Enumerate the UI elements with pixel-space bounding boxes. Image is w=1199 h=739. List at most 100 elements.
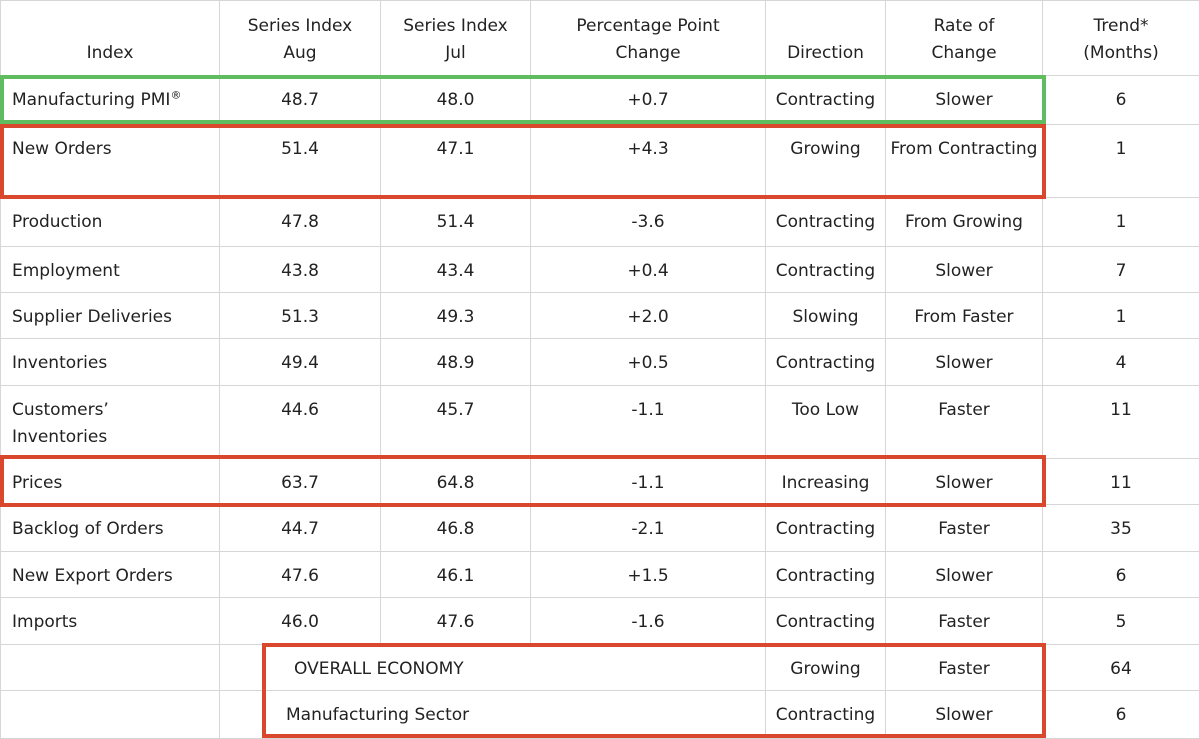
header-direction: Direction [766,1,886,76]
row-trend: 4 [1043,339,1199,386]
summary-direction: Contracting [766,691,886,739]
row-trend: 35 [1043,505,1199,552]
row-direction: Growing [766,125,886,198]
row-rate: Slower [886,552,1043,598]
row-aug: 51.4 [220,125,381,198]
row-aug: 43.8 [220,247,381,293]
row-jul: 49.3 [381,293,531,339]
row-jul: 51.4 [381,198,531,247]
row-change: -1.6 [531,598,766,645]
row-direction: Contracting [766,598,886,645]
row-trend: 11 [1043,386,1199,459]
row-jul: 47.6 [381,598,531,645]
row-change: -1.1 [531,386,766,459]
summary-trend: 64 [1043,645,1199,691]
row-rate: From Contracting [886,125,1043,198]
summary-row: Manufacturing Sector Contracting Slower … [1,691,1199,739]
header-index: Index [1,1,220,76]
row-index-name: Supplier Deliveries [1,293,220,339]
row-trend: 1 [1043,293,1199,339]
summary-rate: Slower [886,691,1043,739]
row-jul: 48.0 [381,76,531,125]
row-index-name: Manufacturing PMI® [1,76,220,125]
row-jul: 46.1 [381,552,531,598]
table-row: Prices 63.7 64.8 -1.1 Increasing Slower … [1,459,1199,505]
row-aug: 63.7 [220,459,381,505]
row-trend: 5 [1043,598,1199,645]
row-change: +0.4 [531,247,766,293]
row-direction: Contracting [766,198,886,247]
row-aug: 51.3 [220,293,381,339]
row-direction: Too Low [766,386,886,459]
table-row: Supplier Deliveries 51.3 49.3 +2.0 Slowi… [1,293,1199,339]
summary-direction: Growing [766,645,886,691]
row-trend: 11 [1043,459,1199,505]
row-aug: 44.6 [220,386,381,459]
row-index-name: New Orders [1,125,220,198]
row-jul: 64.8 [381,459,531,505]
row-change: +1.5 [531,552,766,598]
row-rate: Slower [886,76,1043,125]
row-index-name: Employment [1,247,220,293]
row-change: -1.1 [531,459,766,505]
row-direction: Slowing [766,293,886,339]
row-direction: Contracting [766,505,886,552]
summary-label: Manufacturing Sector [220,691,766,739]
row-rate: Slower [886,247,1043,293]
row-trend: 1 [1043,125,1199,198]
row-jul: 46.8 [381,505,531,552]
summary-blank-cell [1,645,220,691]
header-trend: Trend*(Months) [1043,1,1199,76]
row-trend: 7 [1043,247,1199,293]
summary-rate: Faster [886,645,1043,691]
row-index-name: New Export Orders [1,552,220,598]
row-trend: 6 [1043,76,1199,125]
table-row: Customers’ Inventories 44.6 45.7 -1.1 To… [1,386,1199,459]
table-row: Manufacturing PMI® 48.7 48.0 +0.7 Contra… [1,76,1199,125]
row-rate: Faster [886,386,1043,459]
row-change: +4.3 [531,125,766,198]
row-index-name: Customers’ Inventories [1,386,220,459]
summary-row: OVERALL ECONOMY Growing Faster 64 [1,645,1199,691]
row-index-name: Production [1,198,220,247]
table-row: New Orders 51.4 47.1 +4.3 Growing From C… [1,125,1199,198]
row-aug: 47.8 [220,198,381,247]
row-jul: 48.9 [381,339,531,386]
row-change: +0.7 [531,76,766,125]
row-aug: 46.0 [220,598,381,645]
summary-trend: 6 [1043,691,1199,739]
row-rate: Faster [886,505,1043,552]
row-direction: Increasing [766,459,886,505]
row-index-name: Imports [1,598,220,645]
row-direction: Contracting [766,552,886,598]
row-aug: 44.7 [220,505,381,552]
table-row: Production 47.8 51.4 -3.6 Contracting Fr… [1,198,1199,247]
row-rate: From Growing [886,198,1043,247]
table-row: New Export Orders 47.6 46.1 +1.5 Contrac… [1,552,1199,598]
row-jul: 45.7 [381,386,531,459]
row-rate: Faster [886,598,1043,645]
row-rate: From Faster [886,293,1043,339]
row-direction: Contracting [766,339,886,386]
table-row: Inventories 49.4 48.9 +0.5 Contracting S… [1,339,1199,386]
row-direction: Contracting [766,76,886,125]
row-jul: 43.4 [381,247,531,293]
table-row: Employment 43.8 43.4 +0.4 Contracting Sl… [1,247,1199,293]
row-aug: 47.6 [220,552,381,598]
row-index-name: Inventories [1,339,220,386]
row-jul: 47.1 [381,125,531,198]
row-trend: 1 [1043,198,1199,247]
row-index-name: Prices [1,459,220,505]
summary-blank-cell [1,691,220,739]
row-change: -2.1 [531,505,766,552]
table-row: Imports 46.0 47.6 -1.6 Contracting Faste… [1,598,1199,645]
row-change: +0.5 [531,339,766,386]
row-change: -3.6 [531,198,766,247]
row-direction: Contracting [766,247,886,293]
